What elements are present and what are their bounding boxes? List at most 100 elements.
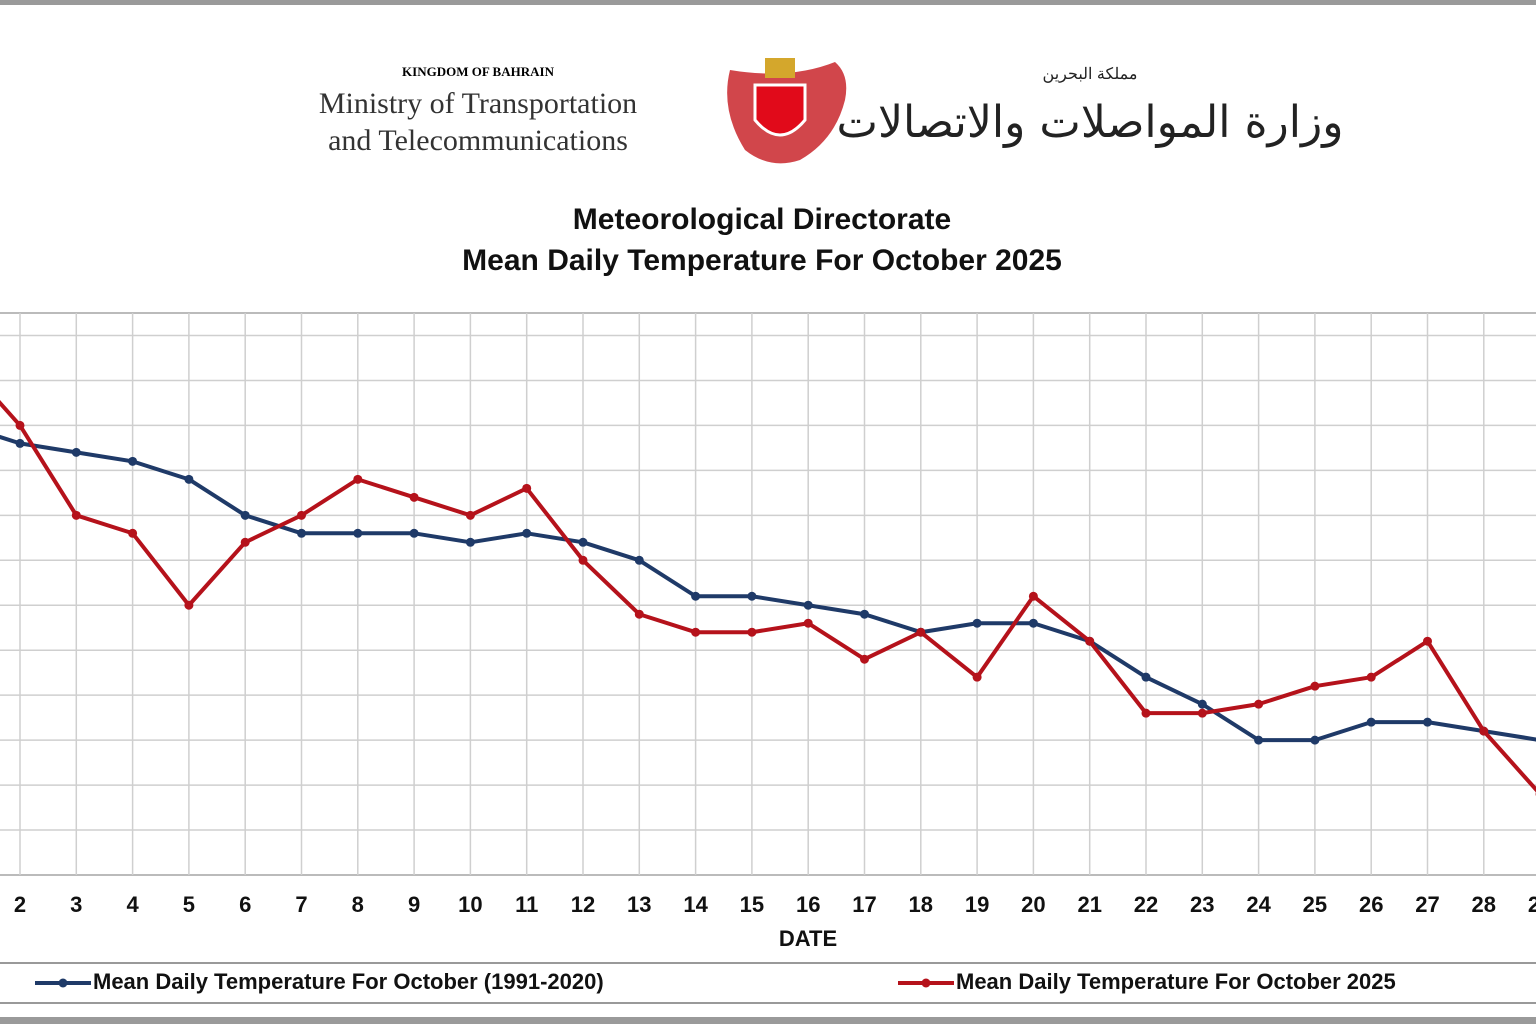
data-point (1141, 672, 1151, 682)
x-tick-label: 15 (740, 892, 764, 917)
data-point (297, 528, 306, 538)
x-tick-label: 17 (852, 892, 876, 917)
x-tick-label: 16 (796, 892, 820, 917)
x-tick-label: 12 (571, 892, 595, 917)
data-point (860, 654, 869, 664)
data-point (240, 510, 250, 520)
ministry-line: Ministry of Transportation (319, 87, 637, 120)
data-point (522, 528, 532, 538)
x-tick-label: 13 (627, 892, 651, 917)
x-tick-label: 6 (239, 892, 251, 917)
data-point (1197, 699, 1207, 709)
data-point (803, 618, 813, 628)
data-point (465, 510, 475, 520)
data-point (1423, 717, 1432, 727)
x-tick-label: 4 (126, 892, 139, 917)
data-point (1310, 735, 1320, 745)
x-tick-label: 23 (1190, 892, 1214, 917)
data-point (71, 510, 81, 520)
plot-frame (0, 312, 1536, 876)
x-tick-label: 29 (1528, 892, 1536, 917)
data-point (1479, 726, 1489, 736)
data-point (353, 528, 363, 538)
data-point (240, 537, 250, 547)
data-point (522, 483, 532, 493)
x-tick-label: 14 (683, 892, 708, 917)
data-point (1254, 699, 1264, 709)
x-tick-label: 8 (352, 892, 364, 917)
x-tick-label: 28 (1472, 892, 1496, 917)
x-tick-label: 9 (408, 892, 420, 917)
x-tick-label: 11 (515, 892, 538, 917)
data-point (15, 438, 25, 448)
legend-marker (58, 978, 68, 988)
data-point (128, 528, 138, 538)
data-point (860, 609, 869, 619)
data-point (409, 492, 419, 502)
bottom-border (0, 1017, 1536, 1024)
data-point (634, 609, 644, 619)
data-point (972, 618, 982, 628)
data-point (747, 627, 757, 637)
x-tick-label: 24 (1246, 892, 1271, 917)
top-border (0, 0, 1536, 5)
x-tick-label: 10 (458, 892, 482, 917)
x-tick-label: 22 (1134, 892, 1158, 917)
series-line (0, 434, 1536, 743)
data-point (916, 627, 926, 637)
data-point (1085, 636, 1095, 646)
data-point (1366, 672, 1376, 682)
data-point (128, 456, 138, 466)
data-point (1028, 618, 1038, 628)
data-point (972, 672, 982, 682)
chart-subtitle: Mean Daily Temperature For October 2025 (462, 244, 1062, 277)
x-tick-label: 26 (1359, 892, 1383, 917)
data-point (1366, 717, 1376, 727)
data-point (353, 474, 363, 484)
data-point (184, 600, 194, 610)
data-point (409, 528, 419, 538)
data-point (691, 627, 701, 637)
emblem (727, 58, 847, 164)
x-tick-label: 20 (1021, 892, 1045, 917)
data-point (691, 591, 701, 601)
data-point (297, 510, 306, 520)
data-point (1310, 681, 1320, 691)
data-point (1423, 636, 1432, 646)
data-point (747, 591, 757, 601)
x-tick-label: 25 (1303, 892, 1327, 917)
plot-area (0, 312, 1536, 876)
data-point (578, 555, 588, 565)
chart-title: Meteorological Directorate (573, 203, 951, 236)
legend-box (0, 962, 1536, 1004)
data-point (1141, 708, 1151, 718)
x-tick-label: 3 (70, 892, 82, 917)
kingdom-label: KINGDOM OF BAHRAIN (402, 64, 555, 79)
arabic-kingdom: مملكة البحرين (1043, 66, 1138, 83)
series-line (0, 400, 1536, 793)
legend-label: Mean Daily Temperature For October 2025 (956, 969, 1396, 994)
data-point (1197, 708, 1207, 718)
x-tick-label: 21 (1077, 892, 1101, 917)
x-tick-label: 18 (909, 892, 933, 917)
data-point (1254, 735, 1264, 745)
arabic-ministry: وزارة المواصلات والاتصالات (837, 97, 1344, 148)
x-tick-label: 7 (295, 892, 307, 917)
legend-label: Mean Daily Temperature For October (1991… (93, 969, 604, 994)
legend-marker (921, 978, 931, 988)
data-point (634, 555, 644, 565)
data-point (71, 447, 81, 457)
data-point (184, 474, 194, 484)
x-axis-label: DATE (779, 926, 837, 951)
data-point (578, 537, 588, 547)
data-point (15, 420, 25, 430)
x-tick-label: 27 (1415, 892, 1439, 917)
x-tick-label: 19 (965, 892, 989, 917)
data-point (465, 537, 475, 547)
data-point (1028, 591, 1038, 601)
data-point (803, 600, 813, 610)
x-tick-label: 5 (183, 892, 195, 917)
ministry-line: and Telecommunications (328, 124, 628, 157)
x-tick-label: 2 (14, 892, 26, 917)
